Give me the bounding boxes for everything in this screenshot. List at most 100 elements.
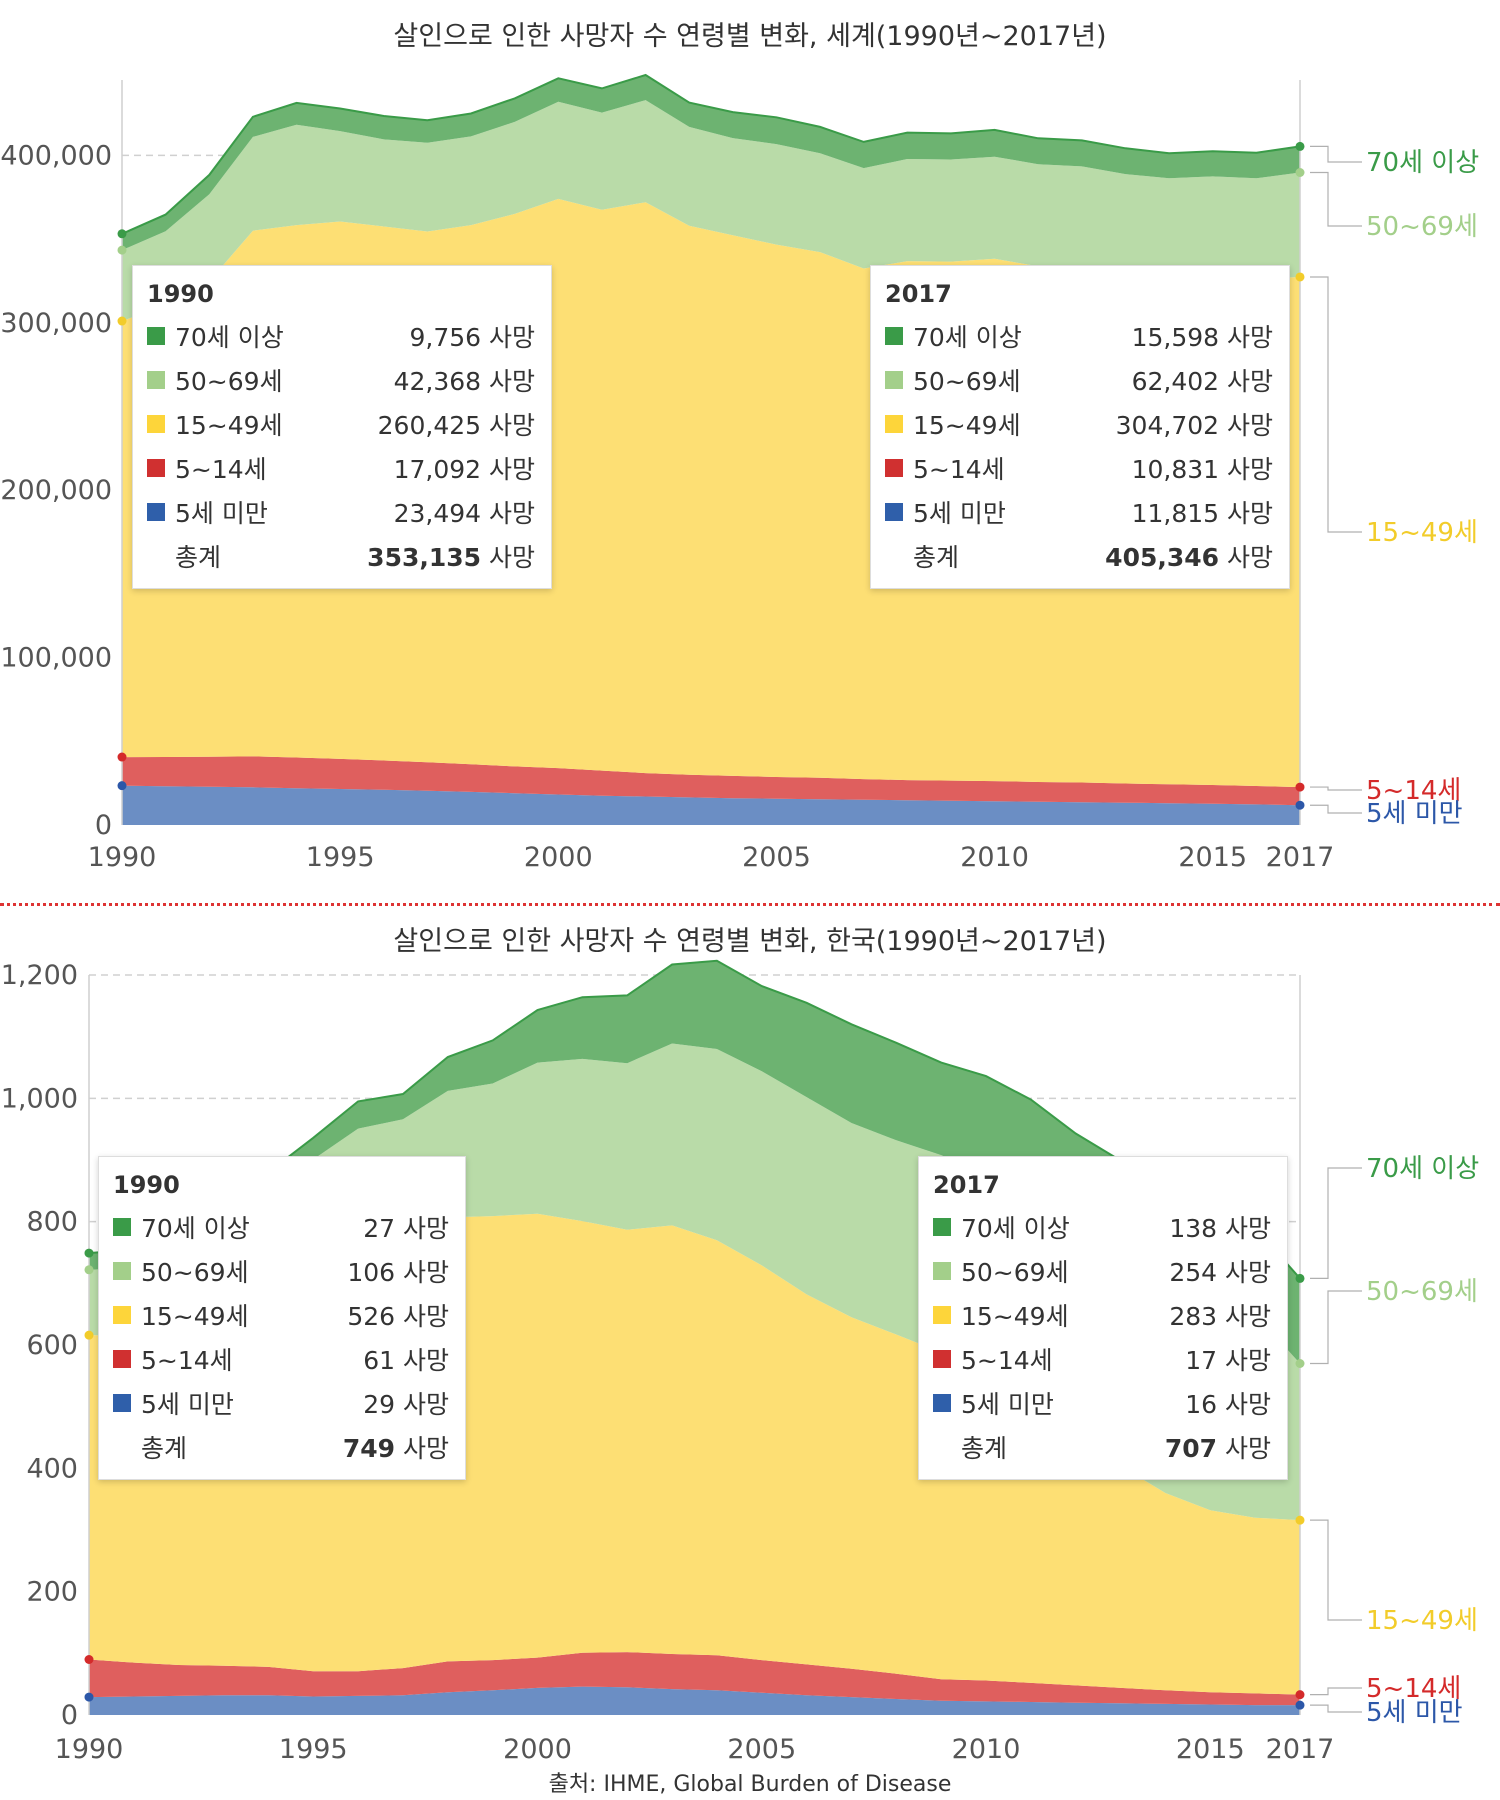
end-marker xyxy=(84,1330,94,1340)
area-age-5-14 xyxy=(89,1652,1300,1706)
end-label: 5~14세 xyxy=(1366,1674,1461,1704)
legend-swatch xyxy=(113,1394,131,1412)
legend-swatch xyxy=(933,1262,951,1280)
y-tick-label: 800 xyxy=(26,1207,78,1238)
tooltip-value: 29 사망 xyxy=(363,1390,449,1419)
x-tick-label: 2015 xyxy=(1176,1734,1245,1765)
end-marker xyxy=(84,1655,94,1664)
tooltip-row: 15~49세 526 사망 xyxy=(113,1293,449,1337)
tooltip-row: 50~69세 254 사망 xyxy=(933,1249,1271,1293)
end-marker xyxy=(1295,782,1305,792)
y-tick-label: 0 xyxy=(95,810,112,841)
tooltip-total-value: 405,346 사망 xyxy=(1105,543,1273,572)
tooltip-row: 70세 이상 9,756 사망 xyxy=(147,314,535,358)
x-tick-label: 2000 xyxy=(503,1734,572,1765)
x-tick-label: 2015 xyxy=(1178,842,1247,873)
tooltip-label: 15~49세 xyxy=(141,1302,249,1331)
tooltip-row: 15~49세 260,425 사망 xyxy=(147,402,535,446)
area-under-5 xyxy=(89,1686,1300,1715)
tooltip-total-row: 총계 353,135 사망 xyxy=(147,534,535,578)
tooltip-row: 5세 미만 23,494 사망 xyxy=(147,490,535,534)
total-outline xyxy=(121,73,1301,235)
end-marker xyxy=(84,1692,94,1702)
tooltip-total-row: 총계 749 사망 xyxy=(113,1425,449,1469)
tooltip-korea-1990: 1990 70세 이상 27 사망 50~69세 106 사망 15~49세 526 사망 5… xyxy=(98,1156,466,1480)
y-tick-label: 200,000 xyxy=(0,475,112,506)
y-tick-label: 400,000 xyxy=(0,140,112,171)
x-tick-label: 1995 xyxy=(306,842,375,873)
y-tick-label: 1,000 xyxy=(1,1083,78,1114)
y-tick-label: 200 xyxy=(26,1577,78,1608)
end-marker xyxy=(1295,272,1305,282)
end-marker xyxy=(117,229,127,239)
end-marker xyxy=(84,1248,94,1258)
end-label: 50~69세 xyxy=(1366,212,1478,242)
tooltip-total-value: 707 사망 xyxy=(1164,1434,1271,1463)
tooltip-world-1990: 1990 70세 이상 9,756 사망 50~69세 42,368 사망 15~49세 2… xyxy=(132,265,552,589)
tooltip-value: 15,598 사망 xyxy=(1131,323,1273,352)
tooltip-label: 5~14세 xyxy=(175,455,267,484)
end-marker xyxy=(1295,1515,1305,1525)
tooltip-label: 5~14세 xyxy=(913,455,1005,484)
end-label: 5~14세 xyxy=(1366,776,1461,806)
end-marker xyxy=(1295,167,1305,177)
legend-swatch xyxy=(113,1218,131,1236)
tooltip-total-value: 749 사망 xyxy=(342,1434,449,1463)
x-tick-label: 2000 xyxy=(524,842,593,873)
legend-swatch xyxy=(885,327,903,345)
legend-swatch xyxy=(147,459,165,477)
world-chart: 살인으로 인한 사망자 수 연령별 변화, 세계(1990년~2017년) 0 10… xyxy=(0,21,1479,873)
end-marker xyxy=(1295,141,1305,151)
tooltip-label: 5~14세 xyxy=(961,1346,1053,1375)
tooltip-row: 15~49세 283 사망 xyxy=(933,1293,1271,1337)
legend-swatch xyxy=(113,1262,131,1280)
x-tick-label: 2005 xyxy=(727,1734,796,1765)
area-age-50-69 xyxy=(122,100,1300,322)
end-label: 15~49세 xyxy=(1366,518,1478,548)
tooltip-value: 254 사망 xyxy=(1169,1258,1271,1287)
legend-swatch xyxy=(113,1306,131,1324)
tooltip-total-label: 총계 xyxy=(141,1434,188,1463)
end-marker xyxy=(1295,1700,1305,1710)
end-marker xyxy=(117,316,127,326)
tooltip-label: 70세 이상 xyxy=(961,1214,1070,1243)
chart-title: 살인으로 인한 사망자 수 연령별 변화, 세계(1990년~2017년) xyxy=(393,21,1106,52)
end-label-leader xyxy=(1310,804,1362,814)
end-label-leader xyxy=(1310,276,1362,533)
tooltip-row: 70세 이상 27 사망 xyxy=(113,1205,449,1249)
tooltip-world-2017: 2017 70세 이상 15,598 사망 50~69세 62,402 사망 15~49세… xyxy=(870,265,1290,589)
tooltip-label: 5세 미만 xyxy=(141,1390,234,1419)
tooltip-row: 70세 이상 138 사망 xyxy=(933,1205,1271,1249)
legend-swatch xyxy=(147,415,165,433)
legend-swatch xyxy=(933,1394,951,1412)
tooltip-label: 15~49세 xyxy=(961,1302,1069,1331)
end-marker xyxy=(117,752,127,762)
tooltip-label: 15~49세 xyxy=(913,411,1021,440)
end-label-leader xyxy=(1310,1687,1362,1696)
legend-swatch xyxy=(933,1350,951,1368)
end-marker xyxy=(1295,800,1305,810)
end-label: 15~49세 xyxy=(1366,1606,1478,1636)
tooltip-total-row: 총계 707 사망 xyxy=(933,1425,1271,1469)
legend-swatch xyxy=(885,503,903,521)
y-tick-label: 100,000 xyxy=(0,643,112,674)
y-tick-label: 300,000 xyxy=(0,308,112,339)
end-marker xyxy=(1295,1273,1305,1283)
x-tick-label: 2010 xyxy=(960,842,1029,873)
legend-swatch xyxy=(885,415,903,433)
end-label: 50~69세 xyxy=(1366,1277,1478,1307)
y-tick-label: 1,200 xyxy=(1,960,78,991)
end-label: 5세 미만 xyxy=(1366,799,1463,829)
x-tick-label: 1995 xyxy=(279,1734,348,1765)
tooltip-row: 70세 이상 15,598 사망 xyxy=(885,314,1273,358)
end-label-leader xyxy=(1310,1704,1362,1713)
tooltip-label: 50~69세 xyxy=(913,367,1021,396)
tooltip-value: 260,425 사망 xyxy=(377,411,535,440)
tooltip-value: 106 사망 xyxy=(347,1258,449,1287)
tooltip-value: 10,831 사망 xyxy=(1131,455,1273,484)
tooltip-row: 50~69세 62,402 사망 xyxy=(885,358,1273,402)
end-marker xyxy=(1295,1690,1305,1700)
end-label-leader xyxy=(1310,171,1362,227)
y-tick-label: 600 xyxy=(26,1330,78,1361)
x-tick-label: 1990 xyxy=(88,842,157,873)
